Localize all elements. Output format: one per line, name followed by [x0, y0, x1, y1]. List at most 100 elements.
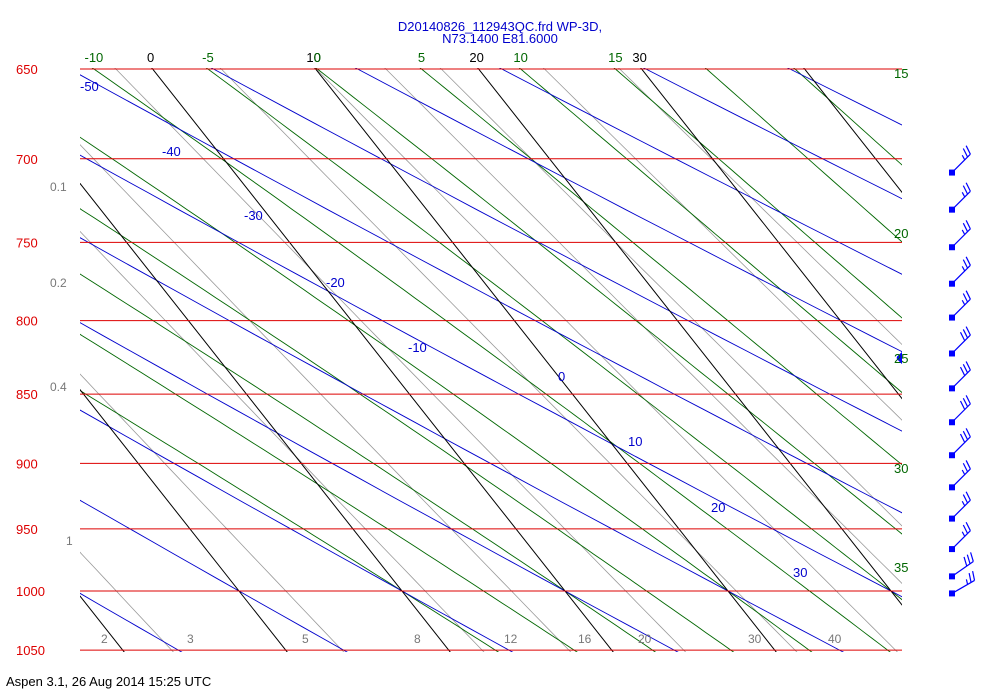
mixing-ratio-label: 0.4: [50, 380, 67, 394]
wind-barb-flag: [962, 494, 969, 504]
wind-barb-staff: [951, 499, 971, 520]
wind-barb-half-flag: [961, 469, 966, 475]
moist-adiabat-line: [80, 208, 735, 652]
moist-adiabat-line: [419, 68, 902, 466]
mixing-ratio-line: [80, 144, 572, 652]
moist-adiabat-right-label: 15: [894, 66, 908, 81]
wind-barb-half-flag: [961, 299, 966, 306]
mixing-ratio-label: 5: [302, 632, 309, 646]
pressure-label: 650: [16, 62, 38, 77]
mixing-ratio-label: 0.1: [50, 180, 67, 194]
isotherm-line: [80, 388, 288, 652]
pressure-label: 1000: [16, 584, 45, 599]
pressure-label: 700: [16, 152, 38, 167]
wind-barb-flag: [962, 293, 969, 303]
wind-barb-flag: [962, 148, 969, 158]
wind-barb-station: [949, 385, 955, 392]
wind-barb: [949, 552, 974, 580]
isotherm-label: 20: [469, 50, 483, 65]
dry-adiabat-line: [0, 12, 33, 662]
wind-barb-half-flag: [961, 154, 966, 161]
wind-barb-half-flag: [961, 229, 966, 235]
mixing-ratio-label: 2: [101, 632, 108, 646]
dry-adiabat-label: -50: [80, 79, 99, 94]
dry-adiabat-line: [80, 237, 845, 652]
wind-barb-station: [949, 206, 955, 213]
dry-adiabat-line: [80, 322, 679, 652]
mixing-ratio-line: [542, 68, 902, 421]
dry-adiabat-line: [210, 68, 902, 432]
moist-adiabat-label: -5: [202, 50, 214, 65]
moist-adiabat-line: [315, 68, 902, 535]
wind-barb-staff: [951, 560, 974, 577]
isotherm-line: [938, 31, 1000, 661]
wind-barb-flag: [965, 145, 971, 155]
isotherm-line: [80, 182, 451, 652]
moist-adiabat-right-label: 30: [894, 461, 908, 476]
wind-barb-station: [949, 419, 955, 426]
dry-adiabat-line: [80, 409, 514, 652]
wind-barb-flag: [965, 491, 971, 501]
footer-text: Aspen 3.1, 26 Aug 2014 15:25 UTC: [6, 674, 212, 689]
dry-adiabat-label: 30: [793, 565, 807, 580]
wind-barb: [949, 521, 971, 553]
wind-barb-flag: [965, 256, 971, 266]
chart-title-line2: N73.1400 E81.6000: [442, 31, 558, 46]
dry-adiabat-line: [642, 68, 902, 200]
dry-adiabat-label: -40: [162, 144, 181, 159]
wind-barb-staff: [951, 468, 971, 488]
wind-barb-flag: [962, 185, 969, 195]
moist-adiabat-label: 10: [513, 50, 527, 65]
wind-barb-station: [949, 452, 955, 459]
wind-barb-station: [949, 169, 955, 176]
wind-barb: [949, 491, 971, 522]
wind-barb-flag: [972, 571, 976, 581]
wind-barb: [949, 428, 971, 459]
dry-adiabat-line: [80, 154, 902, 598]
isotherm-line: [477, 68, 902, 606]
wind-barb: [949, 361, 971, 392]
mixing-ratio-line: [618, 68, 902, 346]
wind-barb-flag: [965, 460, 971, 470]
wind-barb-flag: [965, 220, 971, 230]
pressure-label: 850: [16, 387, 38, 402]
wind-barb-flag: [962, 364, 969, 374]
moist-adiabat-right-label: 25: [894, 351, 908, 366]
wind-barb-flag: [962, 524, 969, 534]
isotherm-label: 30: [632, 50, 646, 65]
wind-barb-staff: [951, 436, 971, 456]
wind-barb-staff: [951, 369, 971, 389]
wind-barb-staff: [951, 228, 971, 248]
mixing-ratio-label: 40: [828, 632, 842, 646]
wind-barb-flag: [968, 573, 972, 583]
pressure-label: 750: [16, 235, 38, 250]
wind-barb-flag: [959, 433, 966, 443]
wind-barb-flag: [962, 329, 969, 339]
moist-adiabat-line: [205, 68, 902, 601]
moist-adiabat-label: -10: [84, 50, 103, 65]
moist-adiabat-line: [80, 389, 500, 652]
wind-barb-staff: [951, 403, 971, 423]
wind-barb-station: [949, 515, 955, 522]
moist-adiabat-line: [793, 68, 902, 166]
pressure-label: 1050: [16, 643, 45, 658]
wind-barb-station: [949, 546, 955, 553]
dry-adiabat-label: -20: [326, 275, 345, 290]
wind-barb-station: [949, 590, 955, 597]
moist-adiabat-line: [80, 273, 657, 652]
wind-barb-station: [949, 280, 955, 287]
mixing-ratio-label: 1: [66, 534, 73, 548]
mixing-ratio-label: 12: [504, 632, 518, 646]
wind-barb: [949, 571, 976, 597]
dry-adiabat-label: 0: [558, 369, 565, 384]
mixing-ratio-label: 20: [638, 632, 652, 646]
mixing-ratio-line: [114, 68, 687, 652]
wind-barb-flag: [959, 400, 966, 410]
isotherm-line: [803, 68, 902, 194]
wind-barb-flag: [962, 430, 969, 440]
isotherm-line: [314, 68, 777, 652]
pressure-label: 950: [16, 522, 38, 537]
mixing-ratio-label: 8: [414, 632, 421, 646]
wind-barb-flag: [965, 428, 971, 438]
